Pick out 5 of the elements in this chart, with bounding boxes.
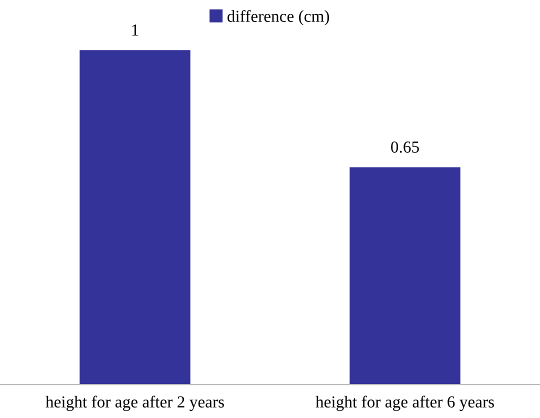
data-label: 1 — [132, 24, 138, 36]
x-tick-label: height for age after 6 years — [316, 396, 494, 411]
legend-label: difference (cm) — [227, 10, 330, 26]
x-tick-label: height for age after 2 years — [46, 396, 224, 411]
data-label: 0.65 — [391, 141, 419, 153]
